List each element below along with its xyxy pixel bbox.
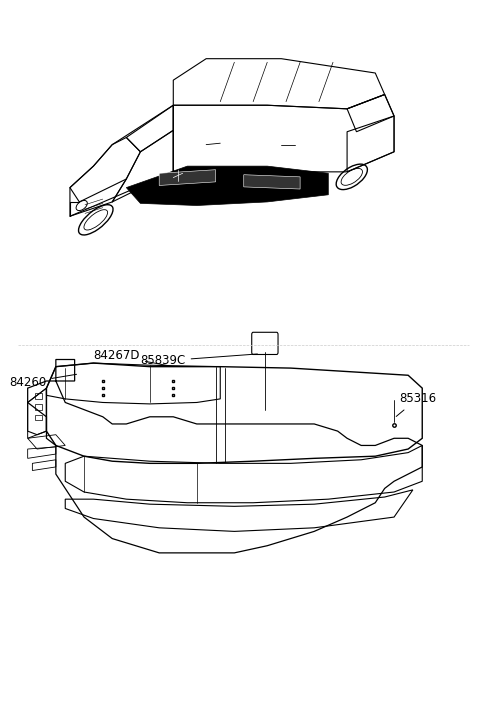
Bar xyxy=(35,415,42,421)
Polygon shape xyxy=(159,170,216,186)
Text: 84260: 84260 xyxy=(9,375,77,389)
Bar xyxy=(35,404,42,410)
Text: 84267D: 84267D xyxy=(94,349,170,366)
Text: 85839C: 85839C xyxy=(141,354,257,367)
Polygon shape xyxy=(244,175,300,189)
Bar xyxy=(35,393,42,399)
Polygon shape xyxy=(126,166,328,206)
Text: 85316: 85316 xyxy=(396,393,436,416)
